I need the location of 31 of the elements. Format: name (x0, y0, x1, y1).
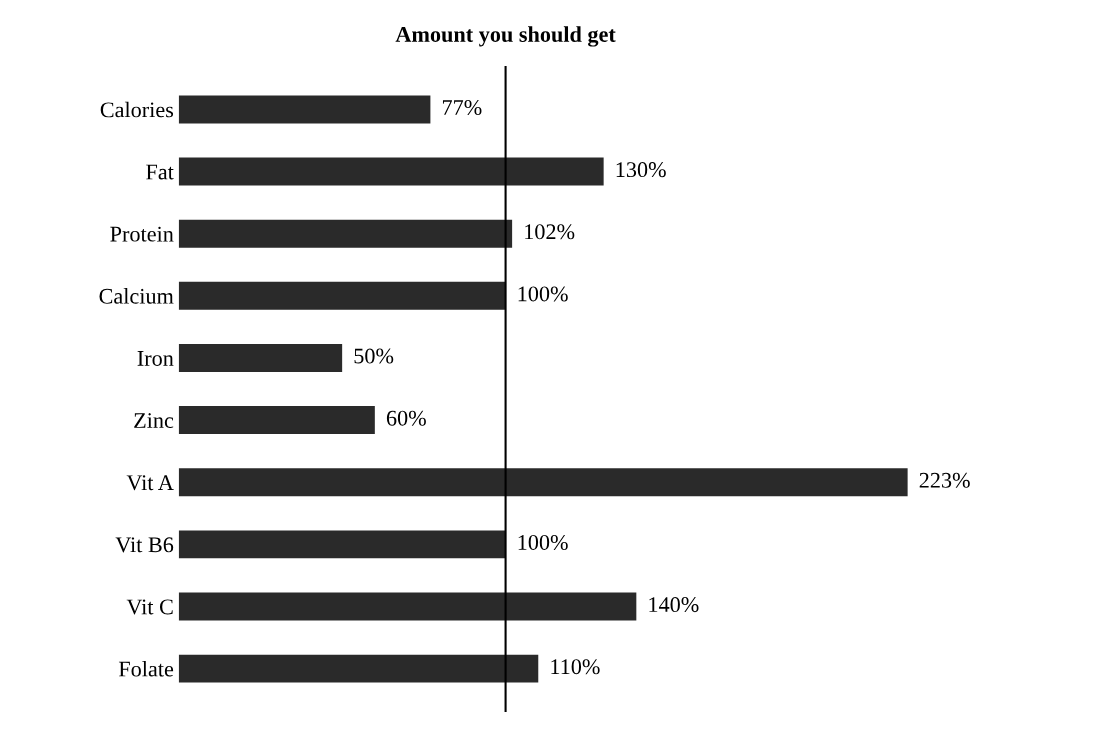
y-tick-label: Zinc (134, 413, 174, 429)
bar (178, 219, 513, 248)
bar (178, 343, 343, 372)
bar (178, 95, 431, 124)
y-tick-label: Protein (110, 226, 174, 242)
bar (178, 468, 908, 497)
bar (178, 406, 375, 435)
bar (178, 592, 637, 621)
bar (178, 654, 539, 683)
y-tick-label: Vit A (126, 475, 174, 491)
y-tick-label: Folate (118, 660, 174, 677)
data-label: 110% (551, 659, 600, 675)
bar (178, 281, 506, 310)
data-label: 100% (518, 534, 568, 550)
ref-line-label: Amount you should get (395, 26, 616, 47)
data-label: 102% (525, 224, 575, 240)
y-tick-label: Fat (146, 164, 174, 180)
data-label: 50% (354, 348, 394, 364)
y-tick-label: Vit B6 (115, 537, 174, 553)
y-tick-label: Calories (100, 101, 174, 118)
y-tick-label: Iron (137, 351, 174, 366)
data-label: 130% (616, 162, 666, 178)
bar (178, 530, 506, 559)
y-tick-label: Calcium (99, 288, 174, 304)
bar (178, 157, 604, 186)
data-label: 140% (649, 597, 699, 613)
data-label: 60% (386, 410, 426, 426)
data-label: 77% (442, 99, 482, 116)
y-tick-label: Vit C (126, 599, 173, 615)
data-label: 100% (518, 286, 568, 302)
data-label: 223% (919, 472, 970, 488)
